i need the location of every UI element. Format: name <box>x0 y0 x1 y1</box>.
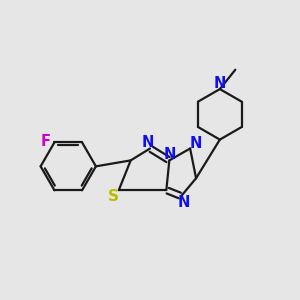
Text: N: N <box>164 147 176 162</box>
Text: N: N <box>214 76 226 91</box>
Text: N: N <box>141 135 154 150</box>
Text: N: N <box>178 195 190 210</box>
Text: N: N <box>189 136 202 151</box>
Text: F: F <box>41 134 51 149</box>
Text: S: S <box>108 189 119 204</box>
